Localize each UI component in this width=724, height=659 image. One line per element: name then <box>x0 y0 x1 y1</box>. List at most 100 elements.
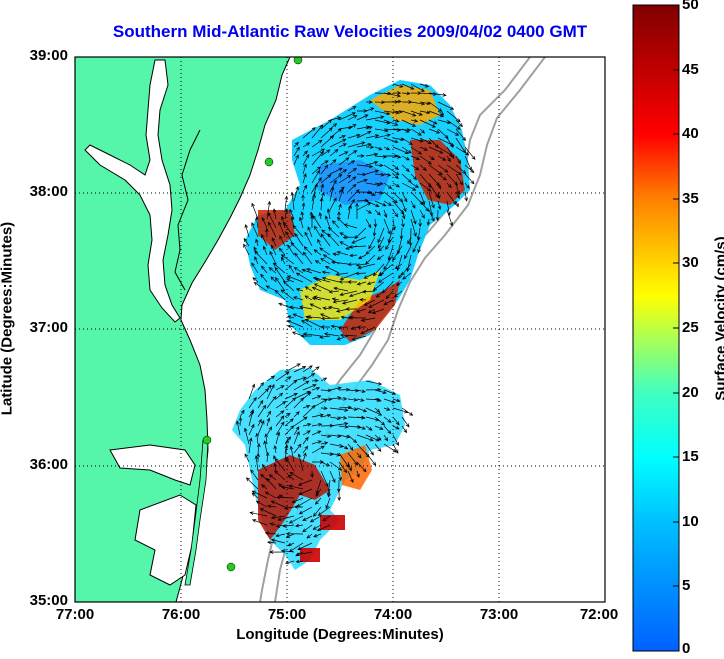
velocity-vector-arrow <box>401 416 410 428</box>
velocity-vector-arrow <box>365 407 383 416</box>
velocity-vector-arrow <box>262 245 268 256</box>
velocity-vectors <box>235 83 476 565</box>
velocity-vector-arrow <box>374 163 384 168</box>
velocity-vector-arrow <box>329 421 349 427</box>
velocity-vector-arrow <box>437 200 442 210</box>
velocity-vector-arrow <box>248 423 255 436</box>
velocity-vector-arrow <box>383 182 393 189</box>
velocity-vector-arrow <box>374 133 391 139</box>
velocity-vector-arrow <box>428 182 439 199</box>
velocity-vector-arrow <box>270 538 286 544</box>
velocity-vector-arrow <box>347 470 354 484</box>
velocity-vector-arrow <box>284 393 298 400</box>
velocity-vector-arrow <box>401 137 413 145</box>
velocity-vector-arrow <box>339 232 349 238</box>
velocity-vector-arrow <box>374 91 392 96</box>
velocity-vector-arrow <box>410 173 417 181</box>
velocity-vector-arrow <box>255 238 259 247</box>
velocity-vector-arrow <box>321 276 340 283</box>
velocity-vector-arrow <box>295 523 304 528</box>
velocity-vector-arrow <box>295 559 304 564</box>
velocity-vector-arrow <box>329 470 336 484</box>
velocity-vector-arrow <box>392 146 409 154</box>
velocity-vector-arrow <box>330 324 340 329</box>
velocity-vector-arrow <box>335 272 349 277</box>
velocity-vector-arrow <box>278 221 286 238</box>
velocity-vector-arrow <box>412 236 421 253</box>
velocity-vector-arrow <box>257 420 265 436</box>
velocity-vector-arrow <box>401 83 415 90</box>
velocity-vector-arrow <box>302 436 309 445</box>
velocity-vector-arrow <box>316 524 331 532</box>
velocity-vector-arrow <box>347 407 359 411</box>
velocity-vector-arrow <box>371 308 385 314</box>
velocity-vector-arrow <box>257 418 262 427</box>
velocity-vector-arrow <box>410 155 421 160</box>
velocity-vector-arrow <box>338 280 349 284</box>
velocity-vector-arrow <box>293 141 299 148</box>
velocity-vector-arrow <box>329 386 342 391</box>
velocity-vector-arrow <box>419 200 430 212</box>
colorbar-tick-label: 15 <box>682 448 699 465</box>
velocity-vector-arrow <box>446 146 455 159</box>
velocity-vector-arrow <box>292 313 304 319</box>
velocity-vector-arrow <box>302 173 307 184</box>
velocity-vector-arrow <box>356 198 369 203</box>
velocity-vector-arrow <box>446 164 462 176</box>
velocity-vector-arrow <box>320 441 329 445</box>
velocity-vector-arrow <box>320 316 340 321</box>
x-tick-label: 74:00 <box>373 606 413 623</box>
velocity-vector-arrow <box>288 264 295 274</box>
velocity-vector-arrow <box>296 497 313 508</box>
velocity-vector-arrow <box>302 404 311 409</box>
velocity-vector-arrow <box>284 425 295 436</box>
velocity-vector-arrow <box>323 332 340 337</box>
velocity-vector-arrow <box>356 470 360 478</box>
velocity-vector-arrow <box>455 146 470 156</box>
velocity-vector-arrow <box>254 256 259 265</box>
velocity-vector-arrow <box>401 191 408 203</box>
velocity-vector-arrow <box>302 127 316 139</box>
velocity-vector-arrow <box>428 191 435 209</box>
velocity-vector-arrow <box>355 271 367 276</box>
velocity-vector-arrow <box>464 191 468 202</box>
velocity-vector-arrow <box>259 508 277 517</box>
velocity-vector-arrow <box>374 172 385 177</box>
velocity-vector-arrow <box>419 146 428 151</box>
velocity-vector-arrow <box>365 115 385 121</box>
velocity-vector-arrow <box>339 272 358 280</box>
velocity-vector-arrow <box>368 299 385 308</box>
velocity-vector-arrow <box>264 531 277 536</box>
velocity-vector-arrow <box>302 452 307 463</box>
velocity-vector-arrow <box>275 421 285 436</box>
velocity-vector-arrow <box>311 166 322 175</box>
velocity-vector-arrow <box>338 416 348 420</box>
velocity-vector-arrow <box>428 92 447 97</box>
velocity-vector-arrow <box>359 297 367 302</box>
colorbar-tick-label: 45 <box>682 61 699 78</box>
velocity-vector-arrow <box>342 235 358 240</box>
velocity-vector-arrow <box>268 267 277 274</box>
velocity-vector-arrow <box>374 200 387 207</box>
velocity-vector-arrow <box>374 128 389 133</box>
velocity-vector-arrow <box>374 398 382 402</box>
velocity-vector-arrow <box>360 326 376 335</box>
velocity-vector-arrow <box>302 251 313 265</box>
velocity-vector-arrow <box>320 397 333 402</box>
velocity-vector-arrow <box>302 445 309 454</box>
velocity-vector-arrow <box>383 254 394 271</box>
radar-station-marker <box>226 562 236 572</box>
velocity-vector-arrow <box>401 155 410 161</box>
velocity-vector-arrow <box>365 160 379 166</box>
velocity-vector-arrow <box>338 174 352 184</box>
colorbar-tick-label: 35 <box>682 190 699 207</box>
colorbar-tick-label: 20 <box>682 384 699 401</box>
velocity-vector-arrow <box>410 146 423 155</box>
velocity-vector-arrow <box>287 244 295 256</box>
velocity-vector-arrow <box>419 110 431 115</box>
velocity-vector-arrow <box>320 434 332 438</box>
velocity-vector-arrow <box>301 194 305 201</box>
velocity-vector-arrow <box>392 91 402 95</box>
velocity-vector-arrow <box>320 388 332 393</box>
